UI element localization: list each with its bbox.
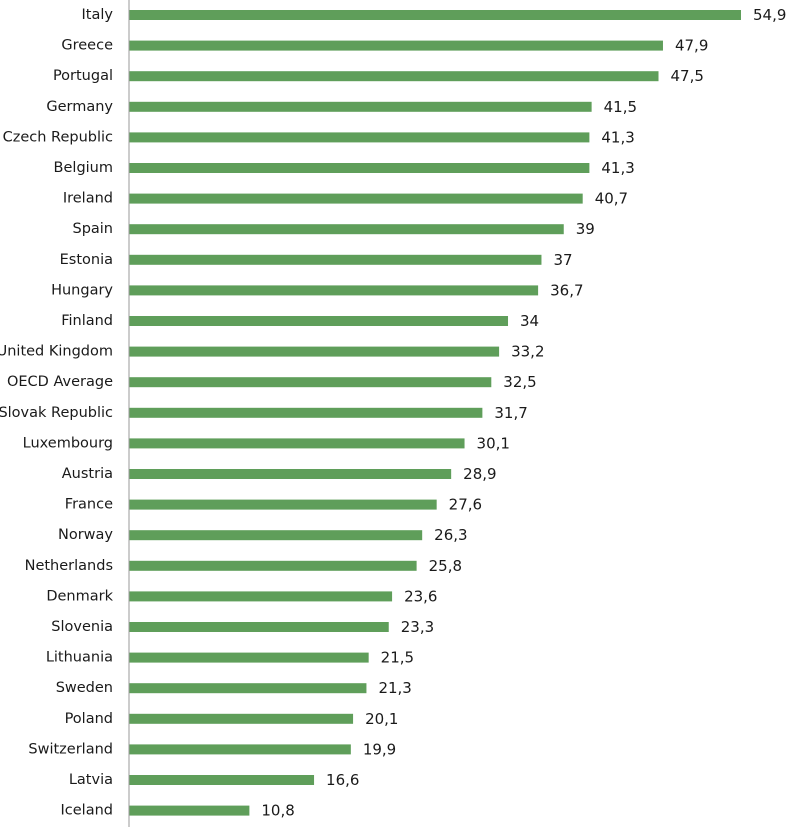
category-label: OECD Average <box>7 374 113 390</box>
category-label: Germany <box>46 99 113 115</box>
category-label: Iceland <box>61 803 113 819</box>
bar-luxembourg <box>129 438 465 449</box>
bar-czech-republic <box>129 132 590 143</box>
value-label: 32,5 <box>503 373 536 391</box>
category-label: France <box>65 497 113 513</box>
category-label: Slovenia <box>51 619 113 635</box>
value-label: 41,5 <box>604 98 637 116</box>
category-label: Portugal <box>53 68 113 84</box>
value-label: 10,8 <box>261 802 294 820</box>
value-label: 20,1 <box>365 710 398 728</box>
value-label: 47,9 <box>675 37 708 55</box>
bar-poland <box>129 713 354 724</box>
bar-greece <box>129 40 663 51</box>
bar-lithuania <box>129 652 369 663</box>
bar-netherlands <box>129 560 417 571</box>
bar-sweden <box>129 683 367 694</box>
value-label: 40,7 <box>595 190 628 208</box>
bar-austria <box>129 469 452 479</box>
value-label: 37 <box>553 251 572 269</box>
bar-estonia <box>129 254 542 265</box>
value-label: 41,3 <box>601 159 634 177</box>
category-label: Netherlands <box>25 558 113 574</box>
bar-finland <box>129 316 509 326</box>
value-label: 36,7 <box>550 281 583 299</box>
category-labels-group: Italy Greece Portugal Germany Czech Republic… <box>0 7 114 819</box>
value-label: 34 <box>520 312 539 330</box>
category-label: Finland <box>61 313 113 329</box>
bar-switzerland <box>129 744 351 755</box>
value-label: 23,3 <box>401 618 434 636</box>
value-label: 41,3 <box>601 128 634 146</box>
bar-norway <box>129 530 423 541</box>
bar-hungary <box>129 285 539 296</box>
bar-germany <box>129 101 592 112</box>
value-label: 16,6 <box>326 771 359 789</box>
category-label: Austria <box>62 466 113 482</box>
category-label: Czech Republic <box>3 129 113 145</box>
category-label: Switzerland <box>28 741 113 757</box>
bar-iceland <box>129 805 250 816</box>
value-label: 33,2 <box>511 343 544 361</box>
value-label: 39 <box>576 220 595 238</box>
value-label: 27,6 <box>449 496 482 514</box>
bar-slovak-republic <box>129 407 483 418</box>
bar-portugal <box>129 71 659 82</box>
value-label: 30,1 <box>477 434 510 452</box>
value-label: 47,5 <box>671 67 704 85</box>
value-label: 23,6 <box>404 587 437 605</box>
bar-oecd-average <box>129 377 492 388</box>
bar-spain <box>129 224 564 235</box>
category-label: Denmark <box>46 588 113 604</box>
bar-ireland <box>129 193 583 204</box>
category-label: Greece <box>61 38 113 54</box>
category-label: Estonia <box>60 252 113 268</box>
bar-france <box>129 499 437 510</box>
value-label: 28,9 <box>463 465 496 483</box>
category-label: Belgium <box>54 160 113 176</box>
category-label: Sweden <box>56 680 113 696</box>
bar-denmark <box>129 591 393 602</box>
bar-united-kingdom <box>129 346 500 357</box>
value-label: 19,9 <box>363 740 396 758</box>
bar-belgium <box>129 163 590 173</box>
category-label: Latvia <box>69 772 113 788</box>
bar-latvia <box>129 775 315 785</box>
category-label: Hungary <box>51 282 113 298</box>
category-label: Slovak Republic <box>0 405 113 421</box>
value-label: 25,8 <box>429 557 462 575</box>
category-label: Ireland <box>63 191 113 207</box>
value-label: 54,9 <box>753 6 786 24</box>
bar-italy <box>129 10 741 20</box>
category-label: Poland <box>65 711 113 727</box>
bar-slovenia <box>129 622 389 632</box>
category-label: Luxembourg <box>23 435 113 451</box>
category-label: Norway <box>58 527 113 543</box>
category-label: Italy <box>82 7 114 23</box>
category-label: Lithuania <box>46 650 113 666</box>
value-label: 31,7 <box>494 404 527 422</box>
category-label: United Kingdom <box>0 344 113 360</box>
value-label: 21,3 <box>378 679 411 697</box>
bars-group <box>129 10 741 816</box>
category-label: Spain <box>72 221 113 237</box>
value-label: 21,5 <box>381 649 414 667</box>
value-label: 26,3 <box>434 526 467 544</box>
